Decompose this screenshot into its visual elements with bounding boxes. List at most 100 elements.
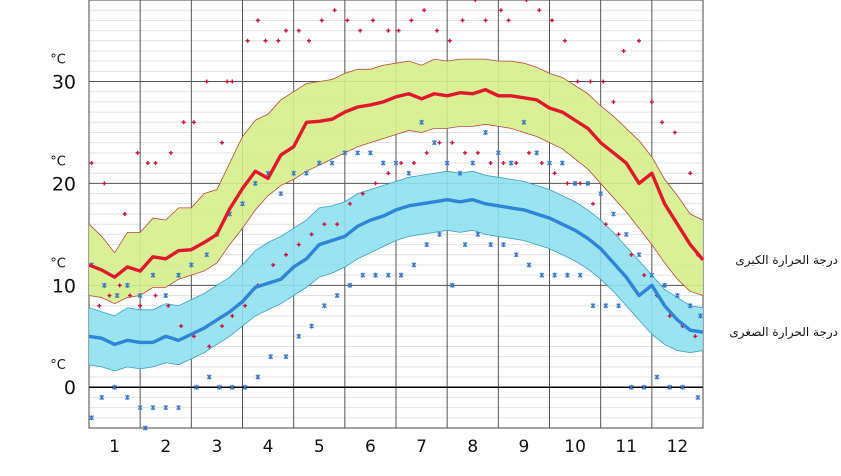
min-mark bbox=[229, 384, 235, 390]
min-mark bbox=[321, 303, 327, 309]
max-mark bbox=[649, 99, 654, 104]
max-mark bbox=[153, 161, 158, 166]
max-mark bbox=[373, 181, 378, 186]
max-mark bbox=[243, 303, 248, 308]
min-mark bbox=[457, 170, 463, 176]
max-mark bbox=[370, 18, 375, 23]
min-mark bbox=[585, 180, 591, 186]
max-mark bbox=[396, 28, 401, 33]
min-mark bbox=[623, 231, 629, 237]
min-mark bbox=[552, 272, 558, 278]
min-mark bbox=[475, 231, 481, 237]
x-tick-label: 6 bbox=[365, 437, 376, 457]
max-mark bbox=[434, 28, 439, 33]
min-mark bbox=[137, 405, 143, 411]
min-mark bbox=[142, 425, 148, 431]
min-mark bbox=[398, 272, 404, 278]
min-mark bbox=[495, 150, 501, 156]
max-mark bbox=[575, 79, 580, 84]
max-mark bbox=[539, 161, 544, 166]
min-mark bbox=[687, 303, 693, 309]
max-mark bbox=[335, 222, 340, 227]
min-mark bbox=[534, 150, 540, 156]
y-tick-label: 20 bbox=[52, 173, 76, 195]
max-temperature-line bbox=[88, 87, 705, 279]
min-mark bbox=[437, 231, 442, 237]
max-mark bbox=[422, 8, 427, 13]
min-mark bbox=[204, 252, 210, 258]
min-mark bbox=[444, 160, 450, 166]
min-mark bbox=[539, 272, 545, 278]
min-mark bbox=[526, 262, 532, 268]
x-tick-label: 8 bbox=[467, 437, 478, 457]
min-mark bbox=[449, 282, 455, 288]
plot-frame bbox=[88, 0, 704, 429]
max-mark bbox=[498, 8, 503, 13]
min-mark bbox=[654, 374, 660, 380]
max-mark bbox=[693, 334, 698, 339]
max-mark bbox=[450, 140, 455, 145]
min-mark bbox=[296, 333, 302, 339]
min-mark bbox=[304, 170, 309, 176]
legend-min-label: درجة الحرارة الصغرى bbox=[729, 325, 838, 340]
min-mark bbox=[347, 282, 353, 288]
min-mark bbox=[662, 282, 668, 288]
min-mark bbox=[373, 272, 378, 278]
max-mark bbox=[562, 38, 567, 43]
min-mark bbox=[124, 394, 130, 400]
min-mark bbox=[603, 303, 609, 309]
max-band bbox=[89, 59, 703, 304]
max-mark bbox=[399, 161, 404, 166]
min-mark bbox=[419, 119, 425, 125]
min-mark bbox=[411, 262, 417, 268]
max-mark bbox=[616, 232, 621, 237]
chart-lines bbox=[88, 87, 705, 347]
max-mark bbox=[97, 303, 102, 308]
min-mark bbox=[355, 150, 361, 156]
max-mark bbox=[447, 38, 452, 43]
min-mark bbox=[268, 354, 274, 360]
min-mark bbox=[577, 272, 583, 278]
min-mark bbox=[99, 394, 105, 400]
min-mark bbox=[667, 384, 673, 390]
max-mark bbox=[409, 18, 414, 23]
x-tick-label: 11 bbox=[615, 437, 637, 457]
min-mark bbox=[508, 160, 514, 166]
y-tick-label: 10 bbox=[52, 275, 76, 297]
min-band-lower-edge bbox=[88, 229, 704, 372]
min-mark bbox=[380, 160, 386, 166]
min-mark bbox=[252, 180, 258, 186]
max-mark bbox=[358, 28, 363, 33]
min-mark bbox=[150, 405, 156, 411]
x-tick-label: 1 bbox=[109, 437, 120, 457]
min-mark bbox=[406, 170, 412, 176]
min-mark bbox=[150, 272, 156, 278]
min-temperature-line bbox=[88, 198, 704, 347]
max-mark bbox=[501, 161, 506, 166]
max-mark bbox=[488, 161, 493, 166]
min-mark bbox=[431, 140, 437, 146]
max-mark bbox=[688, 171, 693, 176]
min-mark bbox=[101, 282, 107, 288]
max-mark bbox=[506, 18, 511, 23]
max-band-lower-edge bbox=[88, 123, 704, 305]
min-mark bbox=[176, 272, 181, 278]
max-mark bbox=[107, 293, 112, 298]
max-mark bbox=[230, 79, 235, 84]
max-mark bbox=[296, 242, 301, 247]
max-mark bbox=[230, 313, 235, 318]
min-mark bbox=[488, 242, 494, 248]
max-mark bbox=[437, 140, 442, 145]
max-mark bbox=[550, 18, 555, 23]
max-mark bbox=[307, 38, 312, 43]
max-mark bbox=[220, 324, 225, 329]
max-mark bbox=[276, 38, 281, 43]
min-mark bbox=[334, 293, 340, 299]
max-mark bbox=[138, 303, 143, 308]
max-mark bbox=[473, 0, 478, 2]
max-mark bbox=[552, 171, 557, 176]
max-mark bbox=[179, 324, 184, 329]
max-mark bbox=[271, 262, 276, 267]
min-mark bbox=[112, 384, 118, 390]
